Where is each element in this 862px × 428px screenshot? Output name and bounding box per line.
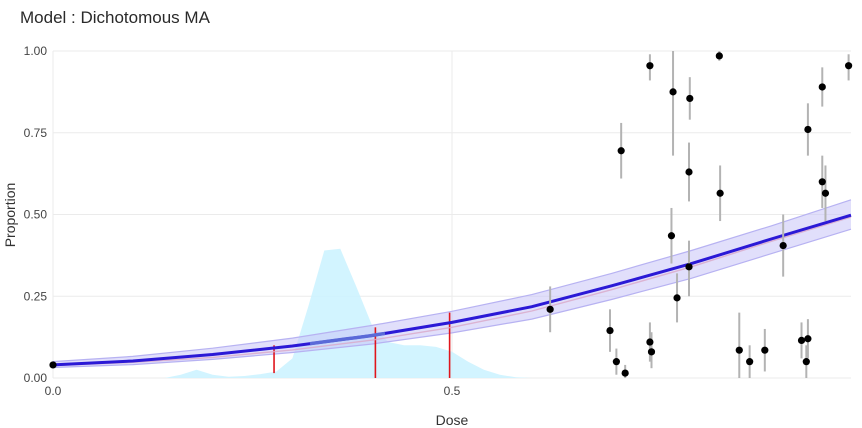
y-axis-title: Proportion: [2, 183, 18, 248]
data-point: [818, 83, 826, 91]
data-point: [673, 294, 681, 302]
data-point: [804, 125, 812, 134]
data-point: [716, 189, 724, 197]
density-polygon: [164, 248, 532, 378]
chart-title: Model : Dichotomous MA: [20, 8, 210, 27]
y-tick-label: 0.00: [24, 371, 48, 385]
y-tick-label: 0.75: [24, 126, 48, 140]
band-lower-edge: [52, 228, 852, 369]
data-point: [612, 358, 620, 366]
data-point: [667, 232, 676, 240]
x-tick-label: 0.0: [45, 384, 62, 398]
data-point: [685, 168, 693, 176]
data-point: [746, 358, 754, 366]
axes: 0.00 0.25 0.50 0.75 1.00 0.0 0.5: [24, 44, 461, 398]
data-point: [646, 338, 654, 346]
data-point: [735, 346, 743, 354]
data-points: [49, 52, 853, 377]
data-point: [797, 336, 806, 344]
data-point: [818, 178, 826, 186]
data-point: [845, 62, 853, 70]
data-point: [804, 335, 812, 343]
fit-curves: [52, 213, 852, 367]
model-curve: [52, 216, 852, 367]
data-point: [761, 346, 769, 354]
data-point: [669, 88, 677, 96]
density-area: [164, 248, 532, 378]
data-point: [546, 305, 554, 313]
x-tick-label: 0.5: [444, 384, 461, 398]
band-upper-edge: [52, 199, 852, 363]
fit-curve-highlight: [309, 331, 386, 346]
data-point: [606, 326, 614, 335]
data-point: [647, 348, 656, 356]
data-point: [686, 94, 694, 103]
data-point: [821, 189, 830, 197]
data-point: [802, 358, 810, 366]
data-point: [779, 241, 787, 250]
data-point: [646, 62, 654, 70]
x-axis-title: Dose: [436, 412, 469, 428]
data-point: [49, 361, 57, 369]
confidence-band: [52, 199, 852, 369]
data-point: [715, 52, 723, 60]
y-tick-label: 0.25: [24, 289, 48, 303]
y-tick-label: 0.50: [24, 208, 48, 222]
y-tick-label: 1.00: [24, 44, 48, 58]
fit-curve: [52, 213, 852, 367]
data-point: [621, 369, 629, 377]
data-point: [685, 263, 693, 271]
data-point: [617, 147, 625, 155]
